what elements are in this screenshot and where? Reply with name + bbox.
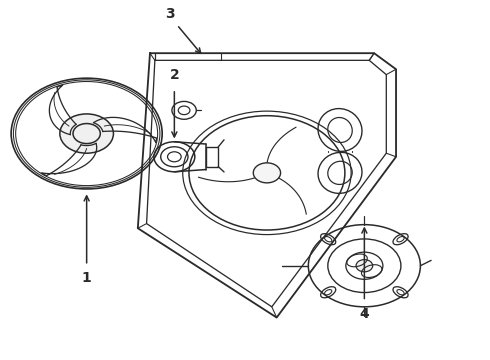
Text: 1: 1 — [82, 271, 92, 285]
Circle shape — [60, 114, 114, 153]
Bar — [206, 147, 218, 167]
Circle shape — [356, 260, 373, 272]
Circle shape — [253, 163, 281, 183]
Text: 2: 2 — [170, 68, 179, 82]
Text: 3: 3 — [165, 7, 174, 21]
Text: 4: 4 — [360, 307, 369, 321]
